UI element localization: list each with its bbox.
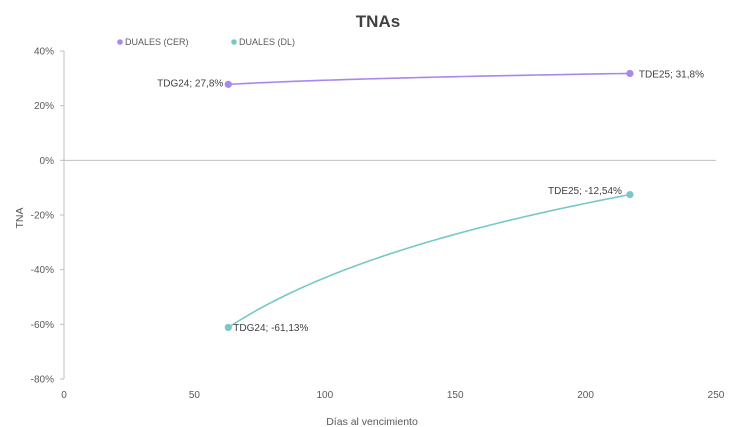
- series-trendline: [228, 72, 630, 86]
- y-tick-label: -80%: [31, 375, 54, 386]
- y-tick-label: 20%: [34, 101, 54, 112]
- x-axis-title: Días al vencimiento: [326, 416, 418, 427]
- chart-title: TNAs: [356, 12, 400, 31]
- x-tick-label: 50: [189, 390, 201, 401]
- legend-marker: [117, 39, 123, 45]
- x-tick-label: 200: [577, 390, 594, 401]
- data-point: [626, 69, 634, 78]
- y-tick-label: -20%: [31, 211, 54, 222]
- legend-label: DUALES (CER): [125, 37, 189, 47]
- data-point: [224, 323, 232, 332]
- legend-marker: [231, 39, 237, 45]
- data-point: [224, 80, 232, 88]
- series-group: TDG24; 27,8% TDE25; 31,8%: [157, 69, 704, 89]
- x-tick-label: 150: [447, 390, 464, 401]
- y-tick-label: 0%: [40, 156, 55, 167]
- series-group: TDG24; -61,13% TDE25; -12,54%: [224, 186, 634, 334]
- y-tick-label: -40%: [31, 265, 54, 276]
- legend: DUALES (CER) DUALES (DL): [117, 37, 295, 47]
- data-label: TDE25; 31,8%: [639, 69, 704, 80]
- legend-label: DUALES (DL): [239, 37, 295, 47]
- data-label: TDG24; 27,8%: [157, 78, 223, 89]
- series-layer: TDG24; 27,8%TDE25; 31,8%TDG24; -61,13%TD…: [157, 69, 704, 334]
- y-tick-label: -60%: [31, 320, 54, 331]
- x-tick-labels: 0 50 100 150 200 250: [61, 390, 725, 401]
- x-tick-label: 250: [708, 390, 725, 401]
- data-label: TDE25; -12,54%: [548, 186, 622, 197]
- data-point: [626, 191, 634, 199]
- x-tick-label: 100: [316, 390, 333, 401]
- x-tick-label: 0: [61, 390, 67, 401]
- series-trendline: [227, 193, 631, 329]
- y-axis-title: TNA: [14, 208, 26, 229]
- y-tick-labels: 40% 20% 0% -20% -40% -60% -80%: [31, 47, 64, 386]
- y-tick-label: 40%: [34, 47, 54, 58]
- data-label: TDG24; -61,13%: [233, 323, 308, 334]
